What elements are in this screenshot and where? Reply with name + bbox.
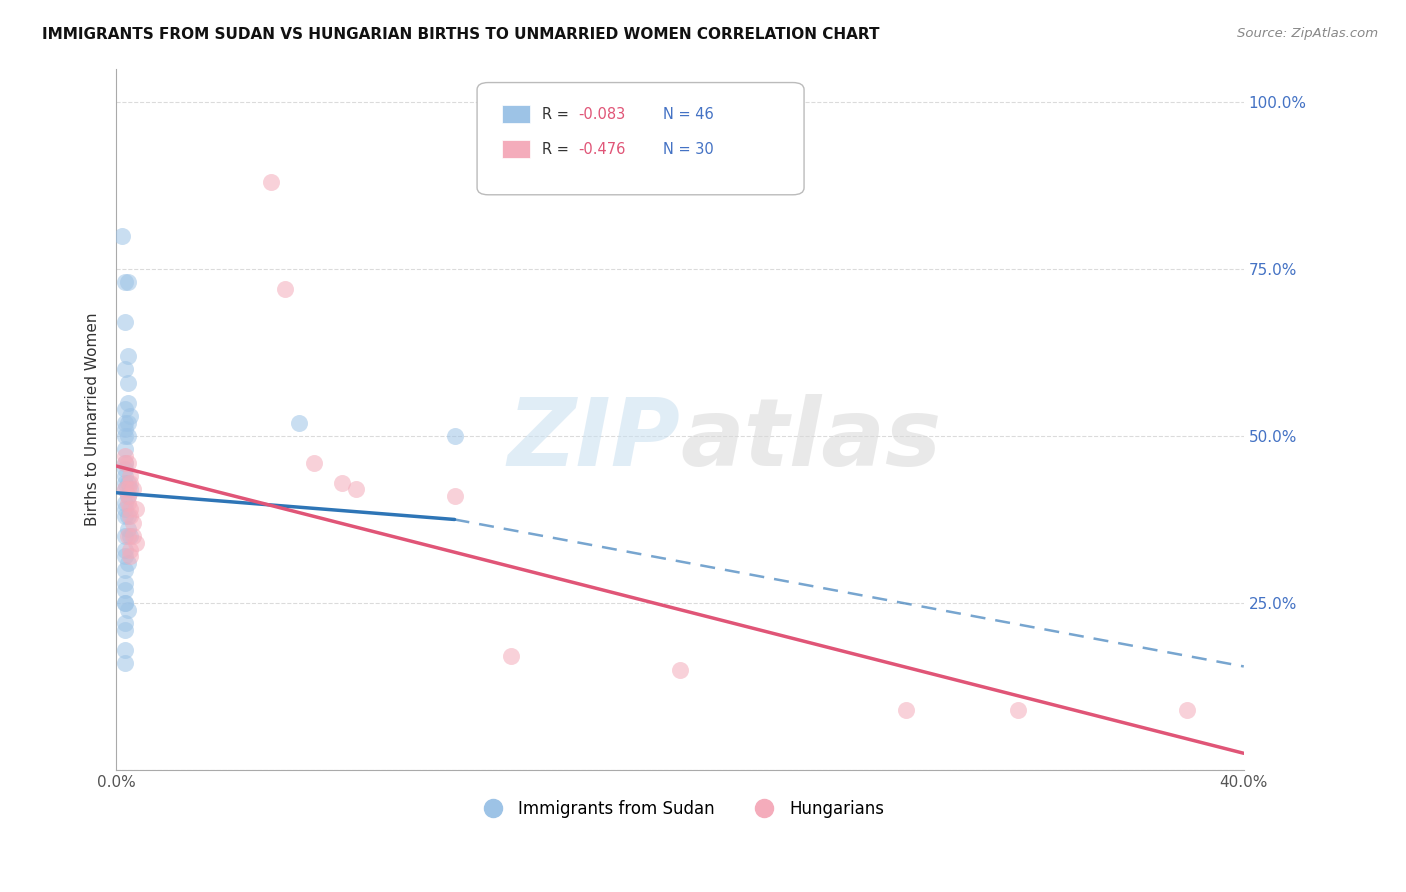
Point bbox=[114, 529, 136, 543]
Point bbox=[125, 536, 148, 550]
Point bbox=[114, 449, 136, 463]
Point bbox=[117, 602, 139, 616]
Point bbox=[117, 489, 139, 503]
Point bbox=[114, 402, 136, 417]
Y-axis label: Births to Unmarried Women: Births to Unmarried Women bbox=[86, 312, 100, 526]
Point bbox=[114, 483, 136, 497]
Point bbox=[260, 175, 283, 189]
Text: -0.476: -0.476 bbox=[578, 142, 626, 157]
Text: IMMIGRANTS FROM SUDAN VS HUNGARIAN BIRTHS TO UNMARRIED WOMEN CORRELATION CHART: IMMIGRANTS FROM SUDAN VS HUNGARIAN BIRTH… bbox=[42, 27, 880, 42]
Point bbox=[114, 275, 136, 289]
Point bbox=[288, 416, 311, 430]
Point bbox=[114, 596, 136, 610]
Bar bbox=[502, 140, 530, 158]
Point bbox=[443, 429, 465, 443]
Point bbox=[114, 456, 136, 470]
Point bbox=[114, 502, 136, 516]
Point bbox=[114, 656, 136, 670]
Text: N = 30: N = 30 bbox=[664, 142, 714, 157]
Point bbox=[117, 509, 139, 524]
Point bbox=[120, 502, 142, 516]
Point bbox=[120, 469, 142, 483]
Point bbox=[117, 529, 139, 543]
Point bbox=[122, 516, 145, 530]
Text: -0.083: -0.083 bbox=[578, 107, 626, 121]
Point bbox=[1177, 703, 1199, 717]
Point bbox=[274, 282, 297, 296]
Point bbox=[117, 523, 139, 537]
Point bbox=[114, 456, 136, 470]
Point bbox=[122, 529, 145, 543]
Point bbox=[111, 228, 134, 243]
Point bbox=[114, 615, 136, 630]
Legend: Immigrants from Sudan, Hungarians: Immigrants from Sudan, Hungarians bbox=[470, 794, 891, 825]
Point bbox=[114, 509, 136, 524]
Point bbox=[122, 483, 145, 497]
Point bbox=[120, 509, 142, 524]
Point bbox=[114, 496, 136, 510]
Point bbox=[117, 376, 139, 390]
Point bbox=[117, 456, 139, 470]
Text: ZIP: ZIP bbox=[508, 394, 681, 486]
Point bbox=[114, 429, 136, 443]
Point bbox=[114, 576, 136, 591]
Point bbox=[125, 502, 148, 516]
Point bbox=[120, 542, 142, 557]
Point bbox=[669, 663, 692, 677]
Point bbox=[499, 649, 522, 664]
Text: R =: R = bbox=[543, 107, 574, 121]
Point bbox=[114, 623, 136, 637]
Point bbox=[114, 416, 136, 430]
Point bbox=[117, 489, 139, 503]
Point bbox=[117, 483, 139, 497]
Point bbox=[114, 362, 136, 376]
Point bbox=[114, 442, 136, 457]
Point bbox=[120, 409, 142, 423]
Point bbox=[117, 475, 139, 490]
Point bbox=[117, 416, 139, 430]
Point bbox=[120, 549, 142, 564]
Text: R =: R = bbox=[543, 142, 574, 157]
Point bbox=[302, 456, 325, 470]
Point bbox=[114, 596, 136, 610]
Point bbox=[114, 542, 136, 557]
Point bbox=[114, 315, 136, 329]
Point bbox=[443, 489, 465, 503]
FancyBboxPatch shape bbox=[477, 83, 804, 194]
Bar bbox=[502, 105, 530, 123]
Point bbox=[117, 395, 139, 409]
Point bbox=[114, 422, 136, 436]
Point bbox=[120, 529, 142, 543]
Text: atlas: atlas bbox=[681, 394, 941, 486]
Point bbox=[114, 563, 136, 577]
Point bbox=[114, 582, 136, 597]
Text: N = 46: N = 46 bbox=[664, 107, 714, 121]
Text: Source: ZipAtlas.com: Source: ZipAtlas.com bbox=[1237, 27, 1378, 40]
Point bbox=[114, 549, 136, 564]
Point bbox=[114, 475, 136, 490]
Point bbox=[120, 483, 142, 497]
Point bbox=[117, 556, 139, 570]
Point bbox=[117, 496, 139, 510]
Point bbox=[114, 483, 136, 497]
Point bbox=[114, 462, 136, 476]
Point bbox=[894, 703, 917, 717]
Point bbox=[114, 469, 136, 483]
Point bbox=[330, 475, 353, 490]
Point bbox=[117, 429, 139, 443]
Point bbox=[344, 483, 367, 497]
Point bbox=[117, 349, 139, 363]
Point bbox=[120, 475, 142, 490]
Point bbox=[117, 275, 139, 289]
Point bbox=[114, 642, 136, 657]
Point bbox=[1007, 703, 1029, 717]
